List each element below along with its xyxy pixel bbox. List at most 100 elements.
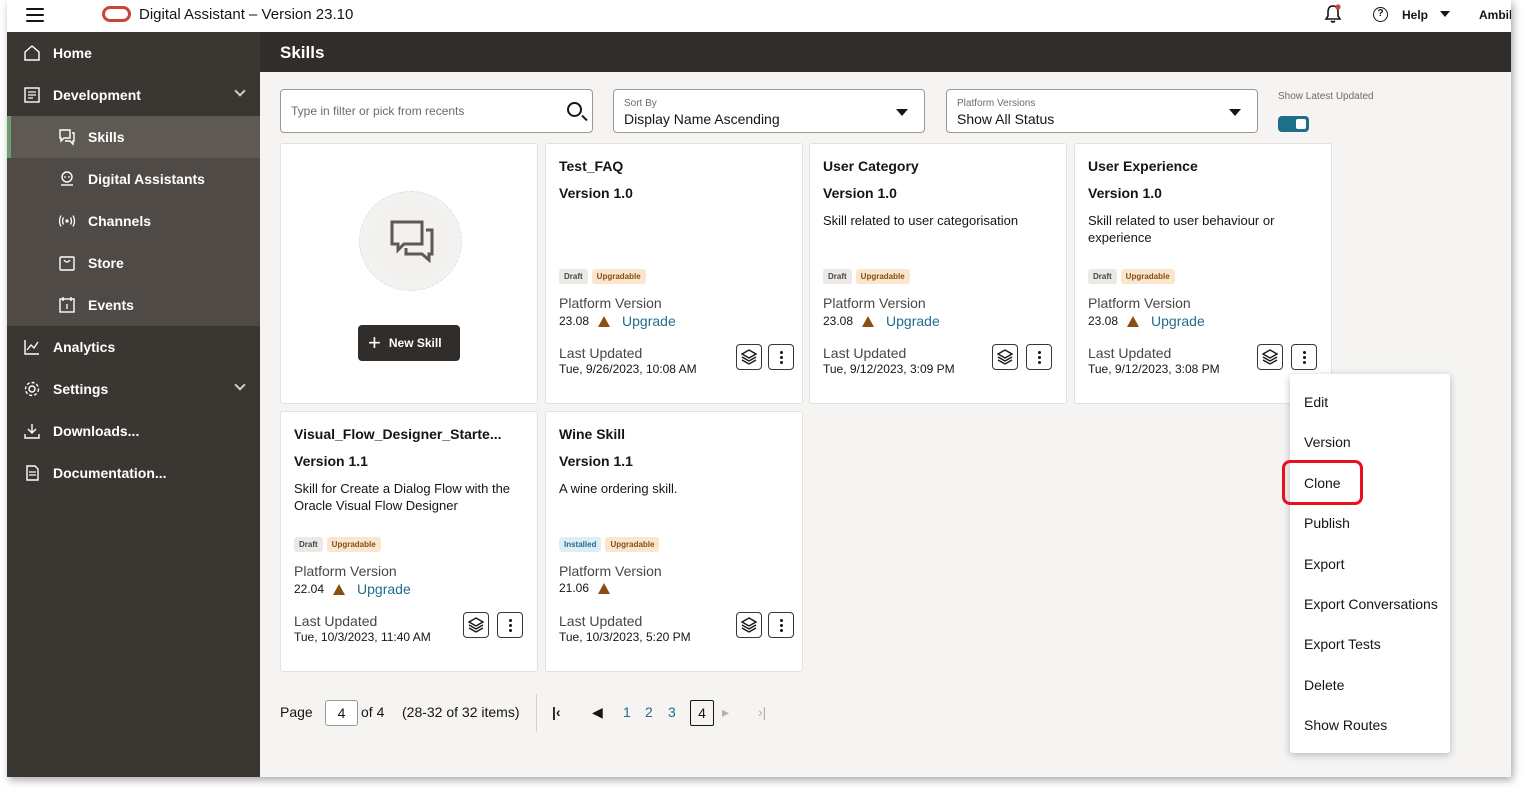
status-badge: Draft [559, 269, 588, 284]
page-number-input[interactable]: 4 [325, 700, 358, 726]
last-updated-value: Tue, 10/3/2023, 11:40 AM [294, 630, 431, 644]
sidebar-item-home[interactable]: Home [7, 32, 260, 74]
skill-name[interactable]: Wine Skill [559, 426, 626, 442]
user-menu[interactable]: Ambil [1479, 8, 1511, 22]
page-of-label: of 4 [361, 704, 385, 720]
hamburger-menu-icon[interactable] [26, 8, 44, 22]
skill-card[interactable]: Test_FAQ Version 1.0 Draft Upgradable Pl… [545, 143, 803, 404]
layers-button[interactable] [736, 344, 762, 370]
platform-versions-label: Platform Versions [957, 98, 1036, 109]
skill-version: Version 1.0 [559, 185, 633, 201]
chevron-down-icon[interactable] [234, 379, 246, 391]
platform-versions-select[interactable]: Platform Versions Show All Status [946, 89, 1258, 133]
new-skill-button[interactable]: + New Skill [358, 325, 460, 361]
skill-card[interactable]: Wine Skill Version 1.1 A wine ordering s… [545, 411, 803, 672]
more-actions-button[interactable] [768, 612, 794, 638]
layers-button[interactable] [463, 612, 489, 638]
bell-icon[interactable] [1324, 4, 1342, 24]
layers-icon [997, 349, 1013, 365]
show-latest-updated-toggle[interactable] [1278, 116, 1309, 132]
chevron-down-icon[interactable] [234, 85, 246, 97]
page-link[interactable]: 3 [668, 704, 676, 720]
more-actions-button[interactable] [1291, 344, 1317, 370]
upgrade-link[interactable]: Upgrade [886, 313, 940, 329]
page-link[interactable]: 1 [623, 704, 631, 720]
last-updated-label: Last Updated [294, 613, 378, 629]
menu-item-export-tests[interactable]: Export Tests [1304, 636, 1381, 652]
caret-down-icon[interactable] [896, 109, 908, 116]
page-link[interactable]: 2 [645, 704, 653, 720]
layers-button[interactable] [992, 344, 1018, 370]
pagination-divider [536, 694, 537, 732]
search-input[interactable]: Type in filter or pick from recents [280, 89, 593, 133]
skill-card[interactable]: Visual_Flow_Designer_Starte... Version 1… [280, 411, 538, 672]
menu-item-show-routes[interactable]: Show Routes [1304, 717, 1388, 733]
layers-icon [1262, 349, 1278, 365]
platform-version-value: 23.08 [1088, 314, 1119, 328]
menu-item-publish[interactable]: Publish [1304, 515, 1350, 531]
skill-description: Skill related to user categorisation [823, 213, 1019, 228]
menu-item-edit[interactable]: Edit [1304, 394, 1329, 410]
skill-description: Skill for Create a Dialog Flow with the … [294, 481, 511, 513]
sidebar-item-label: Digital Assistants [88, 171, 205, 187]
menu-item-export-conversations[interactable]: Export Conversations [1304, 596, 1438, 612]
upgrade-link[interactable]: Upgrade [1151, 313, 1205, 329]
help-menu[interactable]: Help [1402, 8, 1429, 22]
skill-card[interactable]: User Experience Version 1.0 Skill relate… [1074, 143, 1332, 404]
sidebar-item-documentation[interactable]: Documentation... [7, 452, 260, 494]
upgradable-badge: Upgradable [591, 269, 646, 284]
upgrade-link[interactable]: Upgrade [622, 313, 676, 329]
skill-name[interactable]: User Category [823, 158, 919, 174]
sidebar-item-development[interactable]: Development [7, 74, 260, 116]
skill-version: Version 1.1 [559, 453, 633, 469]
help-caret-icon[interactable] [1440, 11, 1450, 17]
layers-button[interactable] [736, 612, 762, 638]
more-vertical-icon [1302, 350, 1306, 364]
sidebar-item-label: Settings [53, 381, 109, 397]
caret-down-icon[interactable] [1229, 109, 1241, 116]
page-title: Skills [280, 43, 325, 62]
sidebar-item-events[interactable]: Events [7, 284, 260, 326]
skill-name[interactable]: Visual_Flow_Designer_Starte... [294, 426, 502, 442]
upgrade-link[interactable]: Upgrade [357, 581, 411, 597]
status-badge: Draft [823, 269, 852, 284]
layers-button[interactable] [1257, 344, 1283, 370]
sidebar-item-store[interactable]: Store [7, 242, 260, 284]
current-page[interactable]: 4 [690, 700, 714, 726]
menu-item-delete[interactable]: Delete [1304, 677, 1345, 693]
skill-version: Version 1.1 [294, 453, 368, 469]
top-bar: Digital Assistant – Version 23.10 ? Help… [7, 0, 1511, 32]
last-page-icon[interactable]: ›| [758, 704, 767, 720]
skill-card[interactable]: User Category Version 1.0 Skill related … [809, 143, 1067, 404]
more-actions-button[interactable] [768, 344, 794, 370]
sidebar-item-downloads[interactable]: Downloads... [7, 410, 260, 452]
skills-icon [59, 129, 75, 146]
more-actions-button[interactable] [1026, 344, 1052, 370]
clone-highlight-box [1282, 460, 1363, 505]
help-icon[interactable]: ? [1373, 7, 1388, 22]
previous-page-icon[interactable]: ◀ [592, 704, 603, 720]
menu-item-version[interactable]: Version [1304, 434, 1351, 450]
first-page-icon[interactable]: |‹ [552, 704, 561, 720]
menu-item-export[interactable]: Export [1304, 556, 1345, 572]
skill-name[interactable]: Test_FAQ [559, 158, 624, 174]
sidebar-item-skills[interactable]: Skills [7, 116, 260, 158]
sort-by-value: Display Name Ascending [624, 111, 780, 127]
sidebar-item-channels[interactable]: Channels [7, 200, 260, 242]
warning-icon [598, 582, 611, 594]
skill-description: Skill related to user behaviour or exper… [1088, 213, 1275, 245]
last-updated-label: Last Updated [559, 345, 643, 361]
sort-by-select[interactable]: Sort By Display Name Ascending [613, 89, 925, 133]
sidebar-item-settings[interactable]: Settings [7, 368, 260, 410]
sidebar-item-digital-assistants[interactable]: Digital Assistants [7, 158, 260, 200]
skill-name[interactable]: User Experience [1088, 158, 1198, 174]
analytics-icon [24, 340, 39, 355]
menu-item-clone[interactable]: Clone [1304, 475, 1341, 491]
next-page-icon[interactable]: ▸ [722, 704, 730, 720]
more-actions-button[interactable] [497, 612, 523, 638]
last-updated-value: Tue, 9/26/2023, 10:08 AM [559, 362, 697, 376]
upgradable-badge: Upgradable [1120, 269, 1175, 284]
search-icon[interactable] [567, 102, 582, 117]
sidebar-item-analytics[interactable]: Analytics [7, 326, 260, 368]
platform-version-value: 22.04 [294, 582, 325, 596]
